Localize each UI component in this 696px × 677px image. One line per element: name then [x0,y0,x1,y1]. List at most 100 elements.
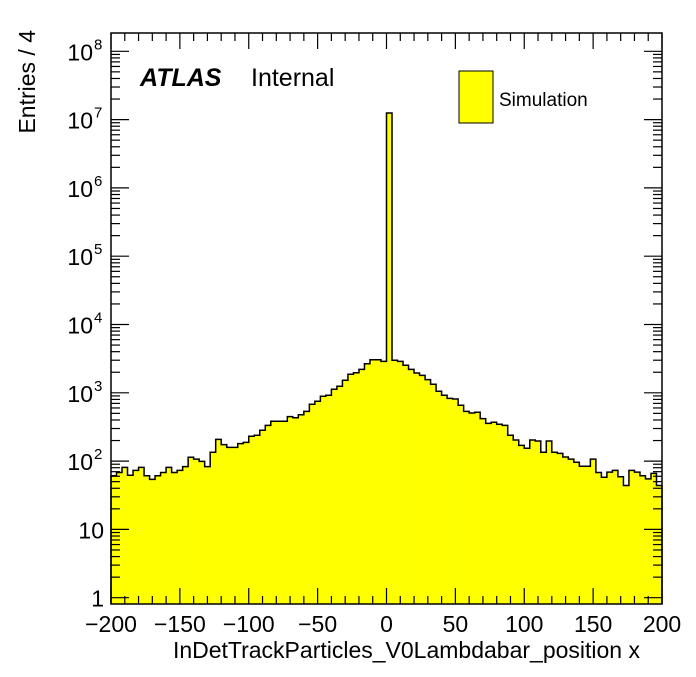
histogram-bin [193,459,200,604]
histogram-bin [491,422,497,604]
histogram-bin [375,359,382,604]
histogram-bin [204,466,211,604]
histogram-bin [210,452,216,604]
y-tick-label: 10 [67,381,93,407]
histogram-bin [287,416,294,604]
histogram-bin [397,361,404,604]
histogram-bin [628,470,635,604]
histogram-bin [281,421,288,604]
y-axis-title: Entries / 4 [14,30,40,134]
histogram-bin [535,440,542,604]
histogram-bin [436,391,442,604]
x-tick-label: 100 [505,611,543,637]
histogram-bin [430,384,437,604]
axis-ticks [110,33,663,604]
histogram-bin [392,360,398,604]
histogram-bin [639,475,646,604]
y-tick-label: 10 [67,39,93,65]
histogram-bin [243,442,250,604]
histogram-bin [331,389,338,604]
x-tick-labels: −200 −150 −100 −50 0 50 100 150 200 [85,611,681,637]
histogram-bin [215,439,222,604]
x-tick-label: 50 [443,611,469,637]
histogram-bin [386,112,393,604]
histogram-bin [226,447,233,604]
histogram-bin [298,414,305,604]
histogram-bin [166,467,172,604]
histogram-bin [232,447,239,604]
histogram-bin [276,421,283,604]
histogram-bin [182,466,189,604]
y-tick-exponent: 7 [94,105,102,122]
x-tick-label: −100 [223,611,275,637]
histogram-bin [485,423,492,604]
y-tick-label: 10 [67,449,93,475]
x-tick-label: 200 [643,611,681,637]
histogram-bin [634,472,641,604]
x-tick-label: −200 [85,611,137,637]
histogram-bin [380,361,387,604]
y-tick-exponent: 5 [94,241,102,258]
y-tick-label: 10 [78,517,104,543]
y-tick-label: 10 [67,244,93,270]
plot-frame [110,32,663,605]
histogram-bin [562,456,569,604]
histogram-bin [617,476,624,604]
x-tick-label: 150 [574,611,612,637]
histogram-bin [325,395,332,604]
legend-swatch [458,70,494,124]
histogram-bin [419,375,426,604]
histogram-bin [557,453,564,604]
histogram-bin [425,379,431,604]
histogram-bin [199,461,205,604]
y-tick-exponent: 6 [94,173,102,190]
histogram-bars [110,112,663,604]
histogram-bin [248,436,255,604]
histogram-bin [116,472,123,604]
histogram-bin [342,380,349,604]
histogram-bin [595,472,602,604]
histogram-bin [458,405,464,604]
legend-label: Simulation [499,90,588,111]
histogram-bin [358,369,365,604]
histogram-bin [496,424,503,604]
histogram-bin [601,477,608,604]
histogram-bin [469,413,475,604]
histogram-bin [221,444,228,604]
histogram-bin [270,421,277,604]
histogram-bin [127,475,134,604]
histogram-bin [645,478,652,604]
histogram-bin [292,417,299,604]
histogram-bin [606,472,613,604]
histogram-bin [347,374,354,604]
y-tick-exponent: 2 [94,446,102,463]
histogram-bin [447,398,453,604]
histogram-bin [524,448,531,604]
y-tick-label: 10 [67,108,93,134]
histogram-bin [314,401,321,604]
histogram-bin [188,457,194,604]
y-tick-label: 10 [67,176,93,202]
histogram-bin [254,435,261,604]
histogram-bin [573,462,580,604]
histogram-bin [303,411,310,604]
histogram-bin [513,439,520,604]
y-tick-exponent: 8 [94,36,102,53]
histogram-bin [452,399,459,604]
histogram-bin [155,475,161,604]
y-tick-exponent: 3 [94,378,102,395]
histogram-bin [551,452,558,604]
histogram-bin [623,485,630,604]
histogram-bin [133,470,139,604]
histogram-bin [612,470,619,604]
histogram-outline [110,112,663,604]
histogram-bin [463,411,470,604]
internal-label: Internal [251,64,334,92]
histogram-bin [408,369,415,604]
histogram-bin [364,363,371,604]
histogram-bin [237,443,244,604]
histogram-bin [336,386,343,604]
y-tick-label: 1 [91,586,104,612]
